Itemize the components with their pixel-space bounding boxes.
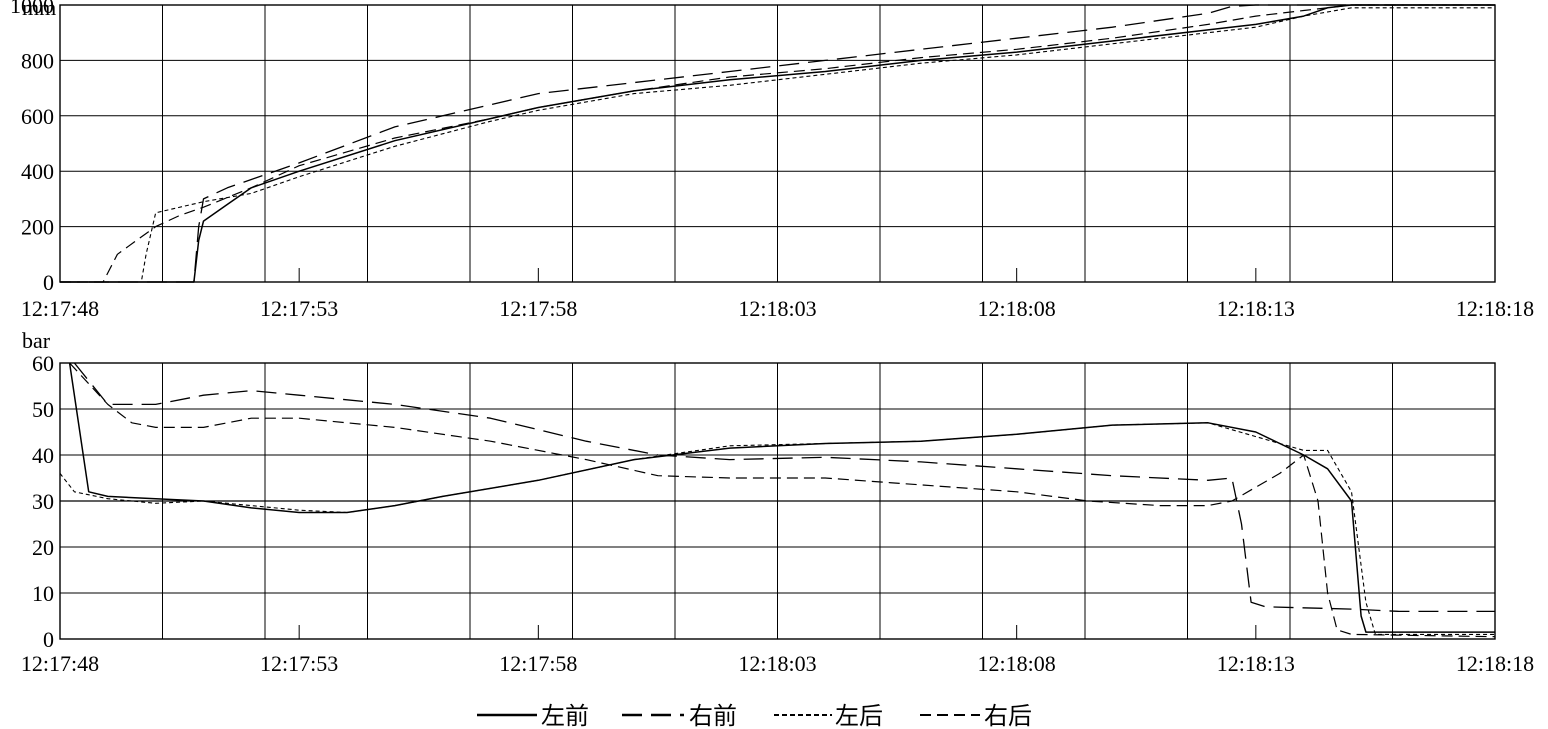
series-line (73, 362, 1495, 613)
series-line (60, 4, 1495, 283)
y-tick-label: 60 (32, 351, 54, 376)
x-tick-label: 12:17:53 (260, 296, 338, 321)
legend-label: 右前 (689, 703, 737, 729)
legend-item: 右后 (920, 703, 1032, 729)
x-tick-label: 12:17:48 (21, 651, 99, 676)
legend-label: 左后 (835, 703, 883, 729)
pressure-chart-panel: 0 10 20 30 40 50 60 12:17:48 12:17:53 12:17:58 12:… (21, 328, 1534, 676)
y-tick-label: 20 (32, 535, 54, 560)
y-tick-label: 10 (32, 581, 54, 606)
y-unit-label: bar (22, 328, 51, 353)
legend-item: 左前 (477, 703, 589, 729)
y-tick-label: 30 (32, 489, 54, 514)
y-tick-label: 400 (21, 159, 54, 184)
series-line (60, 4, 1495, 283)
chart-legend: 左前 右前 左后 右后 (477, 703, 1032, 729)
y-tick-label: 600 (21, 104, 54, 129)
y-unit-label: mm (22, 0, 56, 20)
plot-frame (59, 362, 1496, 640)
x-tick-label: 12:18:08 (978, 651, 1056, 676)
x-tick-label: 12:18:18 (1456, 651, 1534, 676)
series-line (68, 362, 1495, 633)
series-line (69, 362, 1496, 638)
x-tick-label: 12:18:13 (1217, 296, 1295, 321)
y-tick-label: 0 (43, 627, 54, 652)
y-tick-label: 1000 (10, 0, 54, 18)
y-tick-label: 800 (21, 48, 54, 73)
legend-item: 右前 (622, 703, 737, 729)
x-tick-label: 12:18:03 (738, 651, 816, 676)
series-line (60, 4, 1495, 283)
x-tick-label: 12:18:08 (978, 296, 1056, 321)
series-line (59, 422, 1495, 635)
x-tick-label: 12:17:53 (260, 651, 338, 676)
legend-label: 右后 (984, 703, 1032, 729)
y-tick-label: 0 (43, 270, 54, 295)
x-tick-label: 12:17:58 (499, 296, 577, 321)
y-tick-label: 50 (32, 397, 54, 422)
x-tick-label: 12:17:48 (21, 296, 99, 321)
displacement-chart-panel: 0 200 400 600 800 1000 12:17:48 12:17:53 12:17:5… (10, 0, 1534, 321)
legend-item: 左后 (774, 703, 883, 729)
x-tick-label: 12:18:18 (1456, 296, 1534, 321)
x-tick-label: 12:18:03 (738, 296, 816, 321)
series-line (60, 7, 1495, 283)
plot-frame (59, 4, 1496, 283)
x-tick-label: 12:18:13 (1217, 651, 1295, 676)
legend-label: 左前 (541, 703, 589, 729)
y-tick-label: 40 (32, 443, 54, 468)
y-tick-label: 200 (21, 215, 54, 240)
x-tick-label: 12:17:58 (499, 651, 577, 676)
